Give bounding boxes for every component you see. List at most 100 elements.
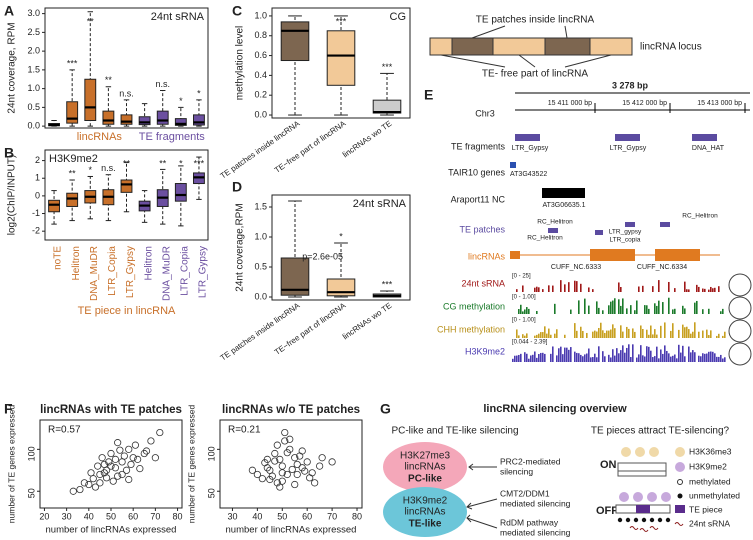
track-name: Araport11 NC	[451, 194, 506, 204]
signal-bar	[630, 357, 632, 362]
ellipse-text: PC-like	[408, 474, 442, 485]
signal-bar	[682, 324, 684, 338]
signal-bar	[642, 285, 644, 292]
overview: G lincRNA silencing overview PC-like and…	[380, 401, 740, 538]
signal-bar	[688, 346, 690, 362]
signal-bar	[516, 289, 518, 292]
signal-bar	[674, 308, 676, 314]
signal-bar	[596, 301, 598, 314]
arrow	[468, 463, 497, 471]
y-axis-title: number of TE genes expressed	[6, 405, 16, 524]
signal-bar	[518, 309, 520, 314]
signal-bar	[574, 351, 576, 362]
signal-bar	[682, 305, 684, 314]
signal-bar	[718, 333, 720, 338]
signal-bar	[620, 325, 622, 338]
mark-circle	[661, 492, 671, 502]
point	[156, 428, 164, 437]
mechanism: PRC2-mediated	[500, 456, 561, 466]
significance: **	[159, 158, 167, 168]
signal-bar	[536, 286, 538, 292]
point	[281, 428, 289, 437]
signal-bar	[540, 352, 542, 362]
signal-bar	[616, 348, 618, 362]
box	[138, 116, 151, 126]
signal-bar	[534, 287, 536, 292]
signal-bar	[568, 282, 570, 292]
signal-bar	[678, 329, 680, 338]
signal-bar	[626, 326, 628, 338]
signal-bar	[658, 280, 660, 292]
subtitle: PC-like and TE-like silencing	[391, 426, 518, 437]
signal-bar	[686, 289, 688, 292]
signal-bar	[536, 334, 538, 338]
signal-bar	[582, 356, 584, 362]
signal-bar	[578, 300, 580, 314]
signal-bar	[642, 355, 644, 362]
significance: ***	[194, 158, 205, 168]
significance: **	[123, 158, 131, 168]
signal-bar	[580, 283, 582, 292]
signal-bar	[574, 323, 576, 338]
y-tick-label: 0.0	[254, 291, 267, 301]
signal-bar	[694, 322, 696, 338]
schematic-top: TE patches inside lincRNA	[476, 15, 595, 26]
signal-bar	[680, 352, 682, 362]
point	[147, 437, 155, 445]
x-tick-label: 50	[106, 511, 116, 521]
point	[286, 435, 294, 443]
x-tick-label: TE patches inside lincRNA	[219, 301, 302, 363]
point	[308, 469, 316, 477]
y-tick-label: 0.6	[254, 50, 267, 60]
signal-bar	[716, 335, 718, 338]
signal-bar	[638, 354, 640, 362]
signal-bar	[672, 323, 674, 338]
annotation: R=0.57	[48, 425, 81, 436]
plot-frame	[219, 419, 363, 509]
signal-bar	[656, 334, 658, 338]
signal-bar	[642, 328, 644, 338]
x-tick-label: 50	[277, 511, 287, 521]
x-tick-label: 60	[128, 511, 138, 521]
signal-bar	[634, 310, 636, 314]
signal-bar	[608, 305, 610, 314]
signal-bar	[720, 354, 722, 362]
locus-box	[617, 470, 667, 477]
legend-symbol	[675, 462, 685, 472]
chart-title: 24nt sRNA	[353, 198, 407, 210]
track-range: [0.044 - 2.39]	[512, 340, 548, 346]
mechanism: CMT2/DDM1	[500, 488, 550, 498]
y-axis-title: log2(ChIP/INPUT)	[7, 155, 18, 236]
signal-bar	[604, 356, 606, 362]
point	[127, 460, 135, 469]
signal-bar	[548, 328, 550, 338]
point	[253, 470, 261, 479]
signal-bar	[568, 349, 570, 362]
mechanism: mediated silencing	[500, 527, 571, 537]
group-label: lincRNAs	[77, 131, 123, 143]
plant-icon	[728, 273, 752, 297]
point	[116, 446, 124, 454]
box	[326, 30, 356, 86]
significance: *	[89, 165, 93, 175]
signal-bar	[684, 327, 686, 338]
feature-label: AT3G43522	[510, 171, 547, 178]
signal-bar	[676, 358, 678, 362]
point	[136, 465, 144, 473]
subtitle: TE pieces attract TE-silencing?	[591, 426, 730, 437]
signal-bar	[630, 305, 632, 314]
box	[174, 183, 187, 202]
point	[100, 460, 108, 469]
point	[85, 480, 93, 489]
y-tick-label: 2.0	[27, 46, 40, 56]
point	[293, 460, 301, 469]
box	[66, 192, 79, 207]
signal-bar	[692, 331, 694, 338]
signal-bar	[670, 356, 672, 362]
state: ON	[600, 459, 617, 471]
panel-letter: E	[424, 87, 433, 103]
signal-bar	[602, 351, 604, 362]
y-tick-label: 0.5	[27, 102, 40, 112]
x-tick-label: 80	[352, 511, 362, 521]
signal-bar	[672, 309, 674, 314]
